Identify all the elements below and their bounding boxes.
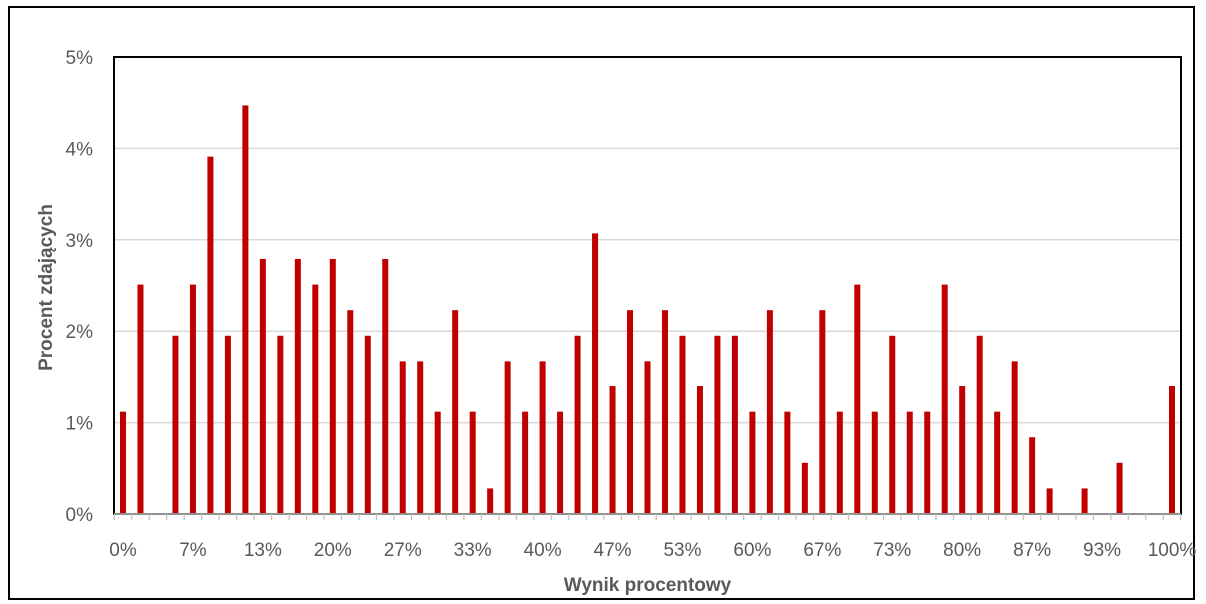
bar [906, 411, 913, 514]
x-tick-label: 13% [244, 540, 282, 561]
x-tick-label: 0% [109, 540, 137, 561]
bar [557, 411, 564, 514]
x-tick-label: 33% [454, 540, 492, 561]
bar [941, 284, 948, 514]
bar [1116, 462, 1123, 514]
bar [679, 335, 686, 514]
x-tick-label: 60% [733, 540, 771, 561]
bar [644, 361, 651, 514]
x-tick-label: 67% [803, 540, 841, 561]
y-axis-title: Procent zdających [36, 204, 57, 371]
bar [469, 411, 476, 514]
bar [592, 233, 599, 515]
bar [819, 310, 826, 514]
x-tick-label: 87% [1013, 540, 1051, 561]
bar [382, 258, 389, 514]
bar [1011, 361, 1018, 514]
bar [399, 361, 406, 514]
y-tick-label: 3% [66, 231, 94, 252]
bar [609, 386, 616, 514]
bar [976, 335, 983, 514]
bar [661, 310, 668, 514]
bar [347, 310, 354, 514]
bar [574, 335, 581, 514]
bar [714, 335, 721, 514]
y-tick-label: 1% [66, 414, 94, 435]
bar [452, 310, 459, 514]
bar [749, 411, 756, 514]
bar [434, 411, 441, 514]
bar [207, 156, 214, 514]
bar [766, 310, 773, 514]
x-axis-title: Wynik procentowy [564, 575, 732, 596]
bar [696, 386, 703, 514]
bar [504, 361, 511, 514]
x-tick-label: 7% [179, 540, 207, 561]
bar [417, 361, 424, 514]
y-tick-label: 0% [66, 505, 94, 526]
bar [329, 258, 336, 514]
bar [522, 411, 529, 514]
x-axis [113, 513, 1182, 520]
bar [836, 411, 843, 514]
bar [539, 361, 546, 514]
y-tick-label: 5% [66, 48, 94, 69]
bar [224, 335, 231, 514]
bar [277, 335, 284, 514]
bar [994, 411, 1001, 514]
bar [924, 411, 931, 514]
x-tick-label: 27% [384, 540, 422, 561]
bar [784, 411, 791, 514]
bar [889, 335, 896, 514]
bar [1169, 386, 1175, 514]
y-tick-label: 4% [66, 139, 94, 160]
x-tick-label: 100% [1148, 540, 1197, 561]
bar [959, 386, 966, 514]
bar [1029, 437, 1036, 514]
y-axis-ticks: 0% 1% 2% 3% 4% 5% [66, 48, 94, 526]
bar [487, 488, 494, 514]
x-tick-label: 47% [594, 540, 632, 561]
bar [731, 335, 738, 514]
bars-group [120, 105, 1175, 515]
bar [854, 284, 861, 514]
bar [172, 335, 179, 514]
bar [294, 258, 301, 514]
bar [801, 462, 808, 514]
y-tick-label: 2% [66, 322, 94, 343]
x-tick-label: 73% [873, 540, 911, 561]
bar [312, 284, 319, 514]
bar [627, 310, 634, 514]
bar [871, 411, 878, 514]
bar [189, 284, 196, 514]
bar [120, 411, 126, 514]
x-tick-label: 20% [314, 540, 352, 561]
bar [364, 335, 371, 514]
bar [137, 284, 144, 514]
bar [242, 105, 249, 514]
x-tick-label: 93% [1083, 540, 1121, 561]
x-axis-ticks: 0% 7% 13% 20% 27% 33% 40% 47% 53% 60% 67% 73% 80% 87%… [109, 540, 1196, 561]
x-tick-label: 80% [943, 540, 981, 561]
bar [259, 258, 266, 514]
bar [1046, 488, 1053, 514]
x-tick-label: 40% [524, 540, 562, 561]
x-tick-label: 53% [663, 540, 701, 561]
bar [1081, 488, 1088, 514]
